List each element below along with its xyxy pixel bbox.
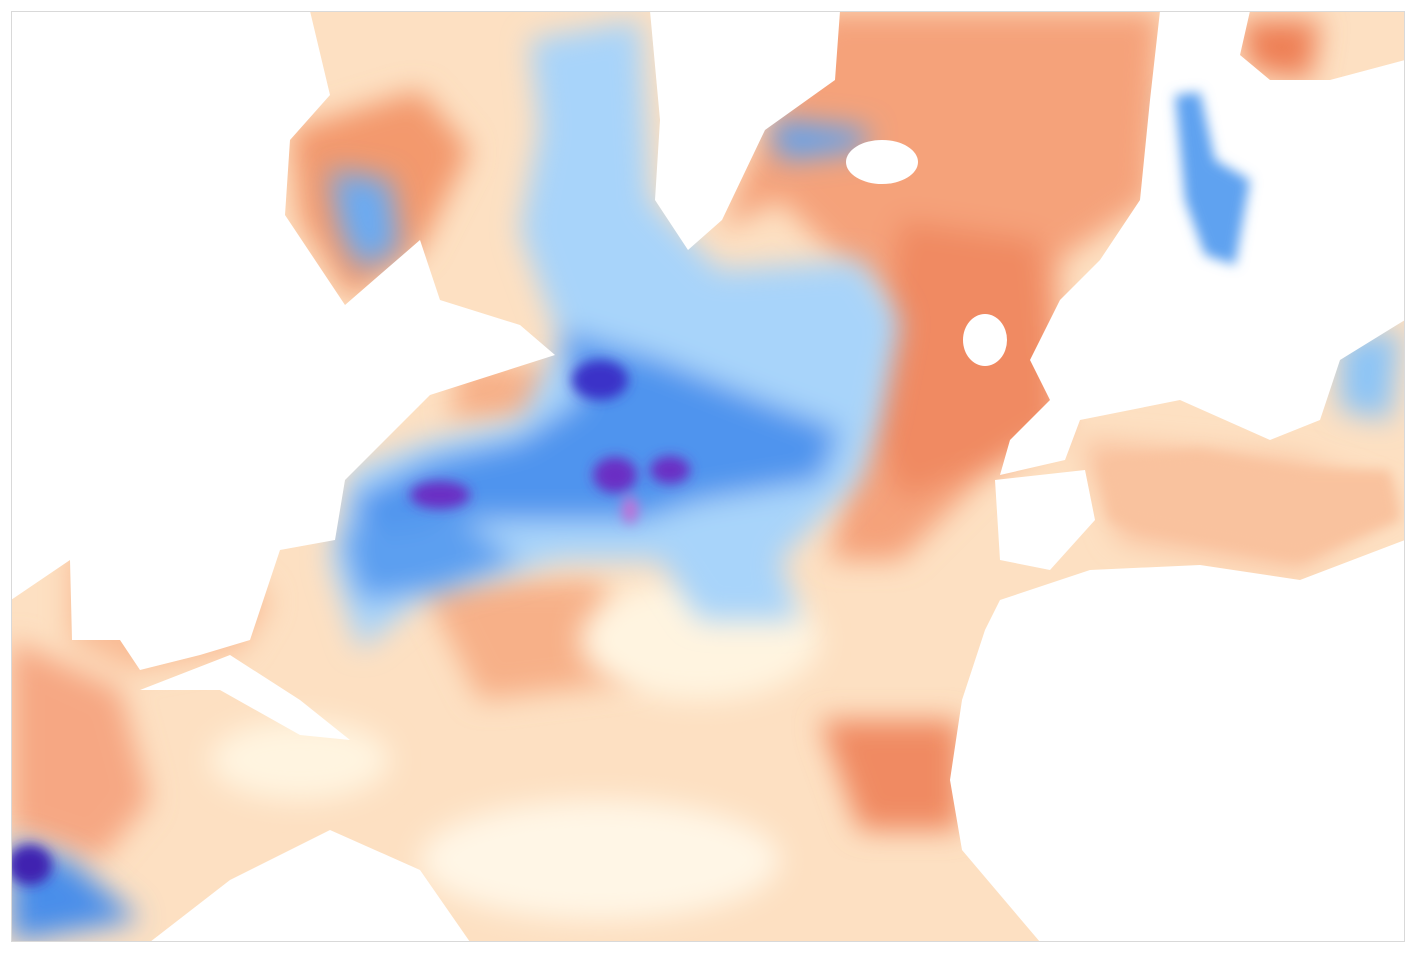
- cuba: [140, 655, 350, 740]
- land: [11, 11, 1405, 942]
- inland-seas: [1100, 92, 1400, 560]
- north-america: [11, 11, 555, 670]
- iberia: [995, 470, 1095, 570]
- neutral-patches: [210, 580, 820, 920]
- greenland: [650, 11, 840, 250]
- map-frame: [11, 11, 1405, 942]
- map-area: [11, 11, 1405, 942]
- south-america: [150, 830, 470, 942]
- africa: [950, 540, 1405, 942]
- ireland: [963, 314, 1007, 366]
- iceland: [846, 140, 918, 184]
- cold-cores: [11, 360, 690, 885]
